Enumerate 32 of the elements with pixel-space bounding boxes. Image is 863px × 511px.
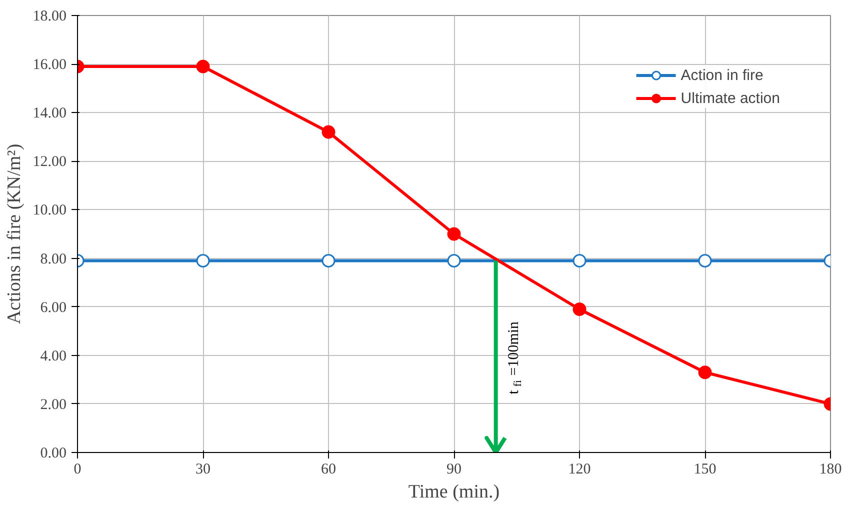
ref-line-label: tfi=100min xyxy=(506,320,524,394)
y-tick-label: 2.00 xyxy=(40,396,66,413)
y-tick-label: 8.00 xyxy=(40,251,66,268)
y-tick-label: 12.00 xyxy=(32,154,66,170)
x-tick-label: 60 xyxy=(321,462,336,478)
x-axis-title: Time (min.) xyxy=(408,482,500,502)
point xyxy=(572,254,586,268)
point xyxy=(572,302,586,316)
y-tick-label: 0.00 xyxy=(40,446,66,462)
point xyxy=(322,254,336,268)
point xyxy=(447,254,461,268)
y-tick-label: 4.00 xyxy=(40,348,66,364)
y-tick-label: 10.00 xyxy=(32,202,66,219)
y-axis-title: Actions in fire (KN/m²) xyxy=(4,144,25,324)
point xyxy=(698,366,712,380)
x-tick-label: 0 xyxy=(74,462,82,478)
point xyxy=(698,254,712,268)
legend-label: Action in fire xyxy=(680,66,764,84)
x-tick-label: 180 xyxy=(819,462,842,478)
x-tick-label: 120 xyxy=(568,462,591,478)
y-tick-label: 14.00 xyxy=(32,106,66,122)
point xyxy=(196,254,210,268)
point xyxy=(447,227,461,241)
y-tick-label: 18.00 xyxy=(32,8,66,24)
y-tick-label: 16.00 xyxy=(32,57,66,74)
x-tick-label: 90 xyxy=(446,462,462,478)
point xyxy=(196,60,210,74)
legend-label: Ultimate action xyxy=(680,90,780,106)
y-tick-label: 6.00 xyxy=(40,300,66,316)
point xyxy=(322,125,336,139)
x-tick-label: 150 xyxy=(694,462,716,478)
x-tick-label: 30 xyxy=(196,462,210,478)
